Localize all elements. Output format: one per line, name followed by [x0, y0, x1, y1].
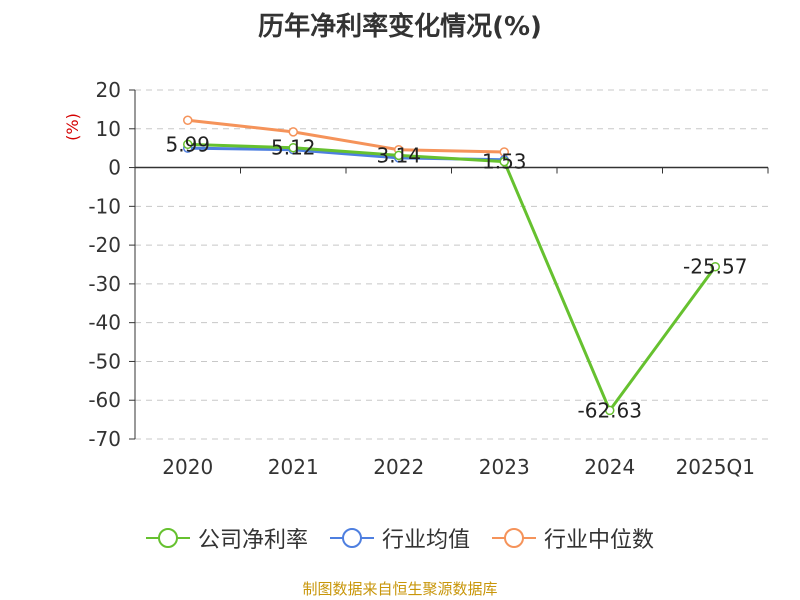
data-label: -62.63: [578, 398, 642, 422]
y-tick-label: 0: [108, 156, 121, 180]
series-point: [605, 405, 615, 416]
series-point: [394, 150, 404, 161]
legend-swatch-icon: [145, 528, 190, 548]
data-label: 5.12: [271, 136, 316, 160]
series-line: [187, 118, 505, 154]
data-label: 5.99: [165, 132, 210, 156]
x-tick-label: 2021: [268, 455, 319, 479]
y-tick-label: 10: [96, 117, 121, 141]
series-point: [183, 115, 193, 125]
data-label: 1.53: [482, 150, 527, 174]
legend-item-company[interactable]: 公司净利率: [145, 522, 308, 554]
source-note: 制图数据来自恒生聚源数据库: [302, 580, 498, 598]
legend-swatch-icon: [329, 528, 374, 548]
y-tick-label: -60: [88, 388, 121, 412]
series-point: [499, 156, 509, 167]
x-tick-label: 2023: [479, 455, 530, 479]
x-tick-label: 2024: [584, 455, 635, 479]
legend-item-industry-median[interactable]: 行业中位数: [492, 522, 654, 554]
x-tick-label: 2020: [162, 455, 213, 479]
legend-label: 行业均值: [381, 528, 470, 553]
axis-layer: 20 10 0 -10 -20 -30 -40 -50 -60 -70 2020 2021 2022 20…: [63, 78, 769, 479]
series-point: [288, 142, 298, 153]
legend-label: 公司净利率: [197, 528, 308, 553]
series-point: [183, 139, 193, 150]
x-tick-label: 2022: [373, 455, 424, 479]
y-tick-label: -10: [88, 194, 121, 218]
chart-title: 历年净利率变化情况(%): [258, 12, 542, 42]
series-layer: [183, 115, 720, 416]
y-tick-label: -30: [88, 272, 121, 296]
y-tick-label: -50: [88, 349, 121, 373]
y-tick-label: 20: [96, 78, 121, 102]
legend-swatch-icon: [492, 528, 536, 548]
series-point: [288, 127, 298, 137]
x-tick-label: 2025Q1: [676, 455, 755, 479]
y-axis-label: (%): [63, 113, 82, 141]
label-layer: 5.99 5.12 3.14 1.53 -62.63 -25.57: [165, 132, 747, 422]
y-tick-label: -40: [88, 311, 121, 335]
legend: 公司净利率 行业均值 行业中位数: [0, 518, 800, 558]
data-label: 3.14: [376, 143, 421, 167]
legend-item-industry-mean[interactable]: 行业均值: [329, 522, 470, 554]
legend-label: 行业中位数: [544, 528, 655, 553]
y-tick-label: -20: [88, 233, 121, 257]
series-point: [710, 261, 720, 272]
y-tick-label: -70: [88, 427, 121, 451]
series-line: [187, 142, 717, 412]
grid-layer: [135, 89, 768, 440]
data-label: -25.57: [683, 255, 747, 279]
